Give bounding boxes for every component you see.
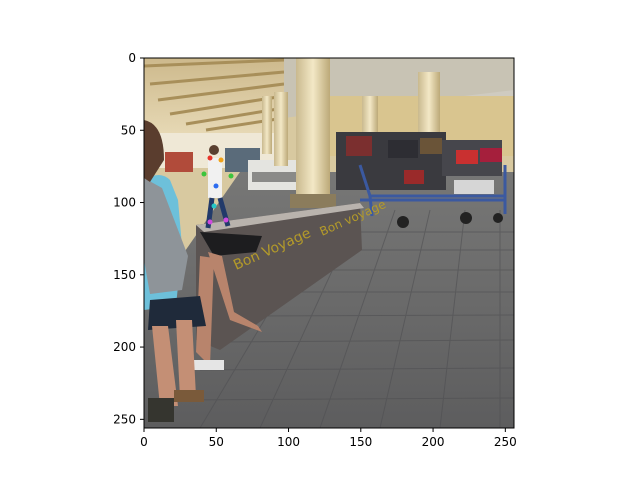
photo: Bon Voyage Bon voyage [144,58,514,428]
x-tick-label: 200 [422,435,445,449]
y-tick-label: 100 [113,196,136,210]
y-tick-label: 150 [113,268,136,282]
y-axis: 0 50 100 150 200 250 [113,51,144,426]
x-tick-label: 50 [209,435,224,449]
y-tick-label: 200 [113,340,136,354]
y-tick-label: 0 [128,51,136,65]
x-axis: 0 50 100 150 200 250 [140,428,517,449]
x-tick-label: 0 [140,435,148,449]
y-tick-label: 250 [113,412,136,426]
x-tick-label: 250 [494,435,517,449]
axes-frame [143,57,515,429]
y-tick-label: 50 [121,123,136,137]
x-tick-label: 150 [349,435,372,449]
x-tick-label: 100 [277,435,300,449]
